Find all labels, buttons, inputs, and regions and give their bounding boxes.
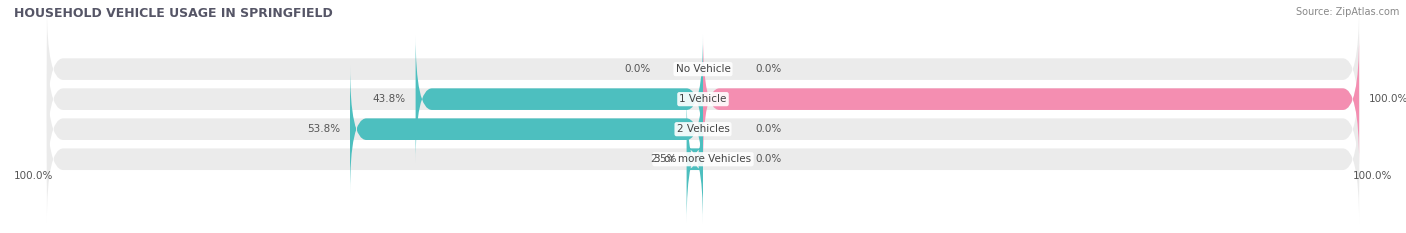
Text: 100.0%: 100.0% [1353, 171, 1392, 181]
FancyBboxPatch shape [703, 35, 1360, 163]
Text: HOUSEHOLD VEHICLE USAGE IN SPRINGFIELD: HOUSEHOLD VEHICLE USAGE IN SPRINGFIELD [14, 7, 333, 20]
Text: 100.0%: 100.0% [14, 171, 53, 181]
Text: No Vehicle: No Vehicle [675, 64, 731, 74]
Text: 43.8%: 43.8% [373, 94, 406, 104]
Text: 53.8%: 53.8% [307, 124, 340, 134]
Text: 0.0%: 0.0% [755, 124, 782, 134]
Text: 0.0%: 0.0% [755, 154, 782, 164]
Text: 3 or more Vehicles: 3 or more Vehicles [654, 154, 752, 164]
Text: 0.0%: 0.0% [755, 64, 782, 74]
Text: 2 Vehicles: 2 Vehicles [676, 124, 730, 134]
Text: 2.5%: 2.5% [650, 154, 676, 164]
FancyBboxPatch shape [46, 35, 1360, 163]
Text: 1 Vehicle: 1 Vehicle [679, 94, 727, 104]
FancyBboxPatch shape [416, 35, 703, 163]
FancyBboxPatch shape [350, 65, 703, 193]
FancyBboxPatch shape [46, 65, 1360, 193]
FancyBboxPatch shape [686, 95, 703, 223]
Text: 100.0%: 100.0% [1369, 94, 1406, 104]
FancyBboxPatch shape [46, 5, 1360, 133]
FancyBboxPatch shape [46, 95, 1360, 223]
Text: Source: ZipAtlas.com: Source: ZipAtlas.com [1295, 7, 1399, 17]
Text: 0.0%: 0.0% [624, 64, 651, 74]
